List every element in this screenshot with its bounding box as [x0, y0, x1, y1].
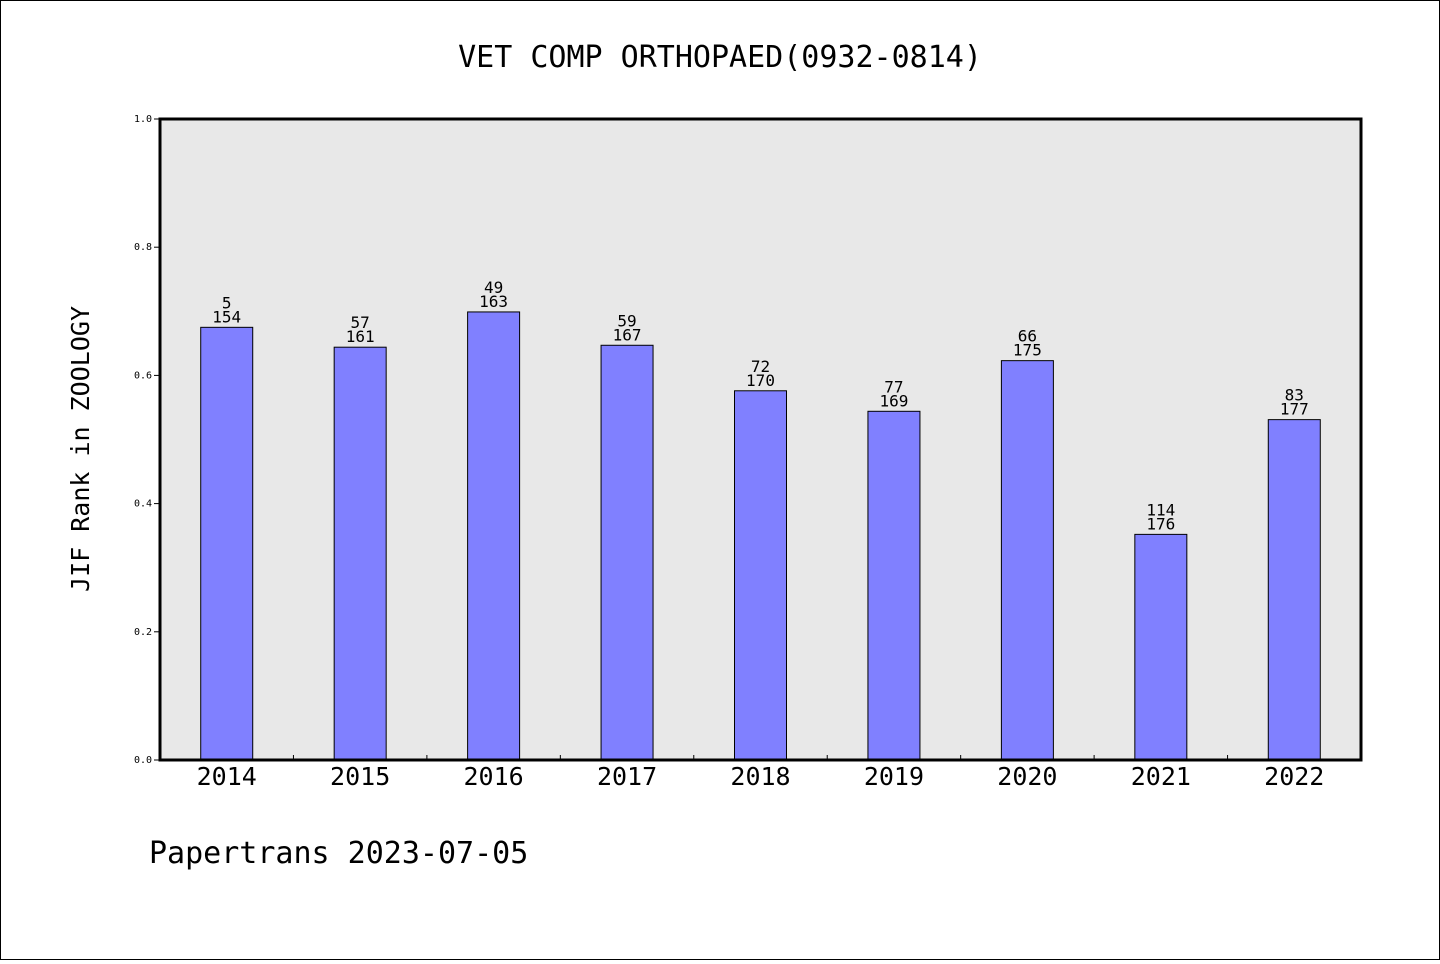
bar-2017 [600, 344, 654, 761]
bar-rank-label-2017: 59 [617, 311, 636, 330]
y-axis-label: JIF Rank in ZOOLOGY [66, 306, 95, 592]
x-axis: 2014 2015 2016 2017 2018 2019 2020 2021 2022 [197, 755, 1324, 791]
bar-total-label-2022: 177 [1280, 400, 1309, 419]
chart-title: VET COMP ORTHOPAED(0932-0814) [458, 40, 982, 75]
y-tick-label: 0.8 [134, 242, 152, 253]
bar-2019 [867, 410, 921, 761]
x-tick-label-2014: 2014 [197, 762, 257, 791]
bar-total-label-2014: 154 [212, 307, 241, 326]
bar-group [200, 311, 1321, 761]
x-tick-label-2022: 2022 [1264, 762, 1324, 791]
bar-2015 [333, 346, 387, 761]
bar-rank-label-2021: 114 [1146, 500, 1175, 519]
bar-total-label-2020: 175 [1013, 341, 1042, 360]
bar-2020 [1000, 360, 1054, 761]
bar-total-label-2016: 163 [479, 292, 508, 311]
bar-total-label-2021: 176 [1146, 514, 1175, 533]
x-tick-label-2015: 2015 [330, 762, 390, 791]
x-tick-label-2021: 2021 [1131, 762, 1191, 791]
bar-2016 [467, 311, 521, 761]
y-tick-label: 0.0 [134, 755, 152, 766]
y-tick-label: 0.4 [134, 499, 152, 510]
y-tick-label: 0.6 [134, 370, 152, 381]
footer-credit: Papertrans 2023-07-05 [149, 836, 528, 871]
x-tick-label-2019: 2019 [864, 762, 924, 791]
bar-total-label-2018: 170 [746, 371, 775, 390]
bar-total-label-2017: 167 [613, 325, 642, 344]
x-tick-label-2017: 2017 [597, 762, 657, 791]
bar-2014 [200, 326, 254, 761]
bar-2018 [734, 390, 787, 761]
bar-rank-label-2015: 57 [351, 313, 370, 332]
bar-rank-label-2022: 83 [1285, 386, 1304, 405]
y-tick-label: 0.2 [134, 627, 152, 638]
plot-border [158, 117, 1363, 762]
bar-total-label-2015: 161 [346, 327, 375, 346]
bar-2022 [1267, 419, 1321, 761]
bar-rank-label-2019: 77 [884, 377, 903, 396]
bar-rank-label-2016: 49 [484, 278, 503, 297]
bar-2021 [1134, 533, 1188, 761]
y-axis: 0.0 0.2 0.4 0.6 0.8 1.0 [134, 114, 160, 766]
x-tick-label-2018: 2018 [730, 762, 790, 791]
bar-rank-label-2018: 72 [751, 357, 770, 376]
bar-rank-label-2014: 5 [222, 293, 232, 312]
bar-total-label-2019: 169 [879, 391, 908, 410]
x-tick-label-2020: 2020 [997, 762, 1057, 791]
x-tick-label-2016: 2016 [464, 762, 524, 791]
bar-rank-label-2020: 66 [1018, 327, 1037, 346]
y-tick-label: 1.0 [134, 114, 152, 125]
